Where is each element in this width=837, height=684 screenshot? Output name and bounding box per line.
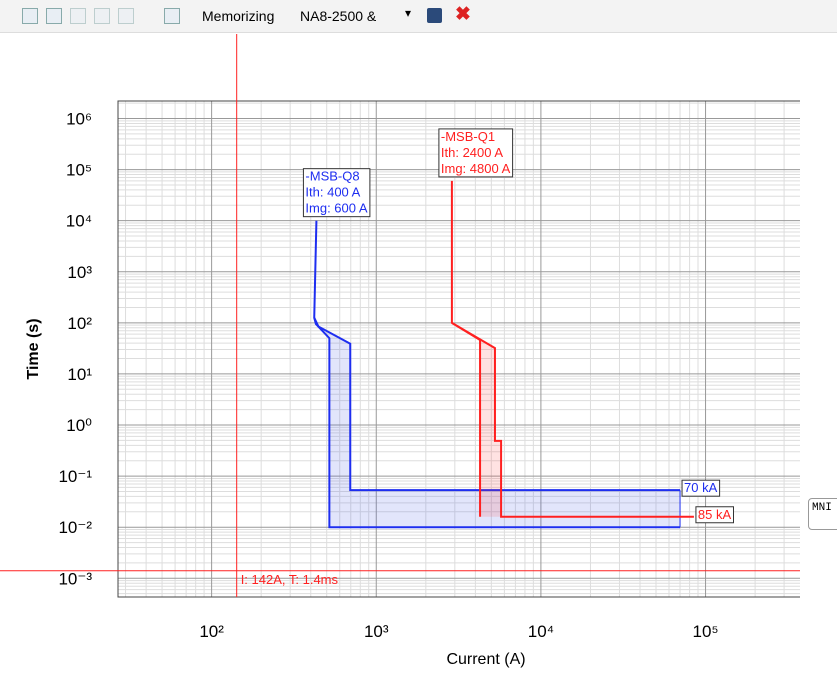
tool-icon[interactable] [164,8,180,24]
plot-frame [117,100,800,598]
dropdown[interactable]: NA8-2500 & [300,8,377,24]
x-tick-label: 10⁵ [693,622,719,641]
chart: Current (A) Time (s) 10² 10³ 10⁴ 10⁵ 10⁻³ 10⁻… [0,34,800,668]
device-setting: Ith: 2400 A [441,145,503,160]
tool-icon[interactable] [94,8,110,24]
y-tick-label: 10⁻³ [58,569,92,588]
toolbar: Memorizing NA8-2500 & ▾ ✖ [0,0,837,33]
y-axis-title: Time (s) [25,318,42,379]
x-tick-label: 10² [199,622,224,641]
device-setting: Ith: 400 A [305,185,360,200]
device-name: -MSB-Q8 [305,169,359,184]
curve-lower [451,321,482,517]
curve-lower [313,317,681,529]
end-label-box [695,506,734,524]
band-fill [314,220,681,528]
toolbar-label: Memorizing [202,8,275,24]
side-tooltip: MNI [808,498,837,530]
curve-upper [313,220,681,492]
x-tick-label: 10³ [364,622,389,641]
close-button[interactable]: ✖ [455,4,471,25]
plot-area [118,101,800,597]
save-button[interactable] [427,8,442,23]
end-label: 70 kA [684,480,718,495]
y-tick-label: 10⁵ [66,161,92,180]
device-name: -MSB-Q1 [441,129,495,144]
y-tick-label: 10⁻² [58,518,92,537]
end-label-box [681,479,721,497]
label-box [438,128,514,178]
cursor-label: I: 142A, T: 1.4ms [241,572,339,587]
y-tick-label: 10⁶ [66,109,92,128]
y-tick-label: 10⁰ [66,416,92,435]
y-tick-label: 10⁴ [66,212,92,231]
device-setting: Img: 600 A [305,201,367,216]
tool-icon[interactable] [70,8,86,24]
dropdown-arrow[interactable]: ▾ [405,6,412,20]
y-tick-label: 10² [67,314,92,333]
x-axis-title: Current (A) [446,651,525,668]
y-tick-label: 10¹ [67,365,92,384]
tool-icon[interactable] [22,8,38,24]
device-setting: Img: 4800 A [441,161,511,176]
label-box [302,168,371,218]
y-tick-label: 10⁻¹ [58,467,92,486]
end-label: 85 kA [698,507,732,522]
y-tick-label: 10³ [67,263,92,282]
tool-icon[interactable] [118,8,134,24]
tool-icon[interactable] [46,8,62,24]
x-tick-label: 10⁴ [528,622,554,641]
